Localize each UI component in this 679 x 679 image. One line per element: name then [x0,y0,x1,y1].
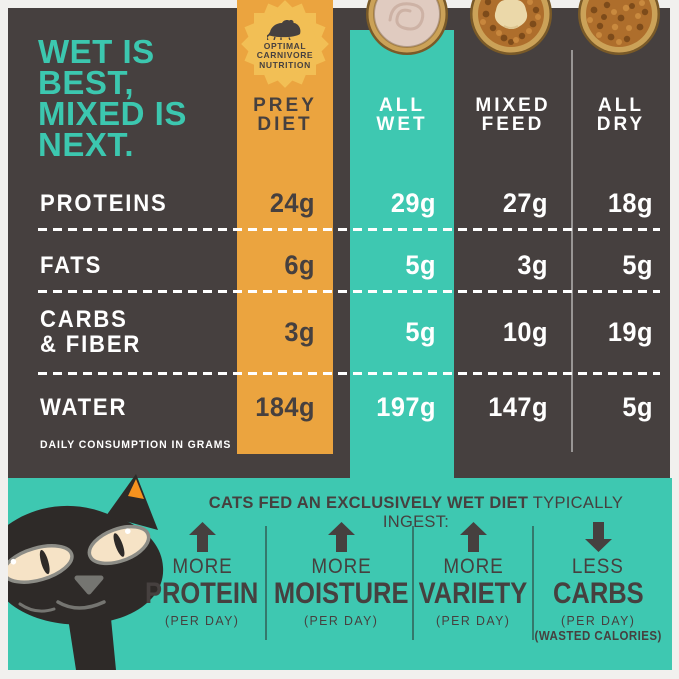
benefit-more-protein: MORE PROTEIN (PER DAY) [138,522,266,628]
value-prey: 3g [284,316,315,347]
column-divider [571,50,573,452]
benefit-word1: LESS [572,555,624,578]
benefit-word2: CARBS [552,577,644,610]
table-row-proteins: PROTEINS 24g 29g 27g 18g [0,180,679,226]
value-dry: 5g [622,391,653,422]
column-header-prey: PREY DIET [253,95,317,135]
table-row-water: WATER 184g 197g 147g 5g [0,384,679,430]
row-separator [38,372,660,375]
value-dry: 18g [607,187,653,218]
benefit-sub: (PER DAY) [560,613,636,628]
benefit-word2: VARIETY [418,577,528,610]
row-label: WATER [40,393,128,421]
benefit-more-moisture: MORE MOISTURE (PER DAY) [270,522,412,628]
value-wet: 5g [405,249,436,280]
bottom-heading: CATS FED AN EXCLUSIVELY WET DIET TYPICAL… [176,494,656,532]
table-row-carbs-fiber: CARBS & FIBER 3g 5g 10g 19g [0,305,679,359]
benefit-divider [412,526,414,640]
benefit-sub: (PER DAY) [303,613,379,628]
benefit-word2: MOISTURE [273,577,409,610]
heading-rest: TYPICALLY INGEST: [382,494,624,531]
value-dry: 5g [622,249,653,280]
table-panel [8,8,670,478]
value-dry: 19g [607,316,653,347]
value-prey: 24g [269,187,315,218]
row-label: FATS [40,251,103,279]
benefit-word1: MORE [171,555,233,578]
value-mixed: 3g [517,249,548,280]
arrow-up-icon [327,522,355,552]
row-label: PROTEINS [40,189,168,217]
heading-bold: CATS FED AN EXCLUSIVELY WET DIET [208,494,529,512]
badge-content: OPTIMAL CARNIVORE NUTRITION [241,0,329,88]
arrow-down-icon [584,522,612,552]
benefit-word1: MORE [442,555,504,578]
benefit-sub2: (WASTED CALORIES) [534,629,662,643]
benefit-more-variety: MORE VARIETY (PER DAY) [416,522,530,628]
value-mixed: 147g [488,391,548,422]
title-line: MIXED IS [38,95,187,132]
benefit-sub: (PER DAY) [435,613,511,628]
benefit-word1: MORE [310,555,372,578]
mixed-food-bowl-image [470,0,552,55]
value-wet: 197g [376,391,436,422]
dry-food-bowl-image [578,0,660,55]
benefit-sub: (PER DAY) [164,613,240,628]
black-cat-illustration [8,474,164,670]
title-line: BEST, [38,64,135,101]
arrow-up-icon [188,522,216,552]
value-prey: 6g [284,249,315,280]
value-mixed: 10g [502,316,548,347]
benefit-word2: PROTEIN [145,577,259,610]
row-separator [38,228,660,231]
value-wet: 5g [405,316,436,347]
wet-food-bowl-image [366,0,448,55]
column-header-dry: ALL DRY [596,95,646,135]
mouse-icon [267,19,301,40]
benefit-less-carbs: LESS CARBS (PER DAY) (WASTED CALORIES) [534,522,662,643]
arrow-up-icon [459,522,487,552]
title-line: NEXT. [38,126,135,163]
column-header-wet: ALL WET [376,95,428,135]
all-wet-column [350,30,454,478]
badge-text: OPTIMAL CARNIVORE NUTRITION [256,40,314,70]
footnote: DAILY CONSUMPTION IN GRAMS [40,439,232,451]
benefit-divider [265,526,267,640]
value-mixed: 27g [502,187,548,218]
value-wet: 29g [390,187,436,218]
column-header-mixed: MIXED FEED [475,95,551,135]
row-separator [38,290,660,293]
page-title: WET IS BEST, MIXED IS NEXT. [38,33,187,163]
optimal-nutrition-badge: OPTIMAL CARNIVORE NUTRITION [241,0,329,88]
value-prey: 184g [255,391,315,422]
title-line: WET IS [38,33,155,70]
table-row-fats: FATS 6g 5g 3g 5g [0,242,679,288]
benefit-divider [532,526,534,640]
row-label: CARBS & FIBER [40,306,142,358]
